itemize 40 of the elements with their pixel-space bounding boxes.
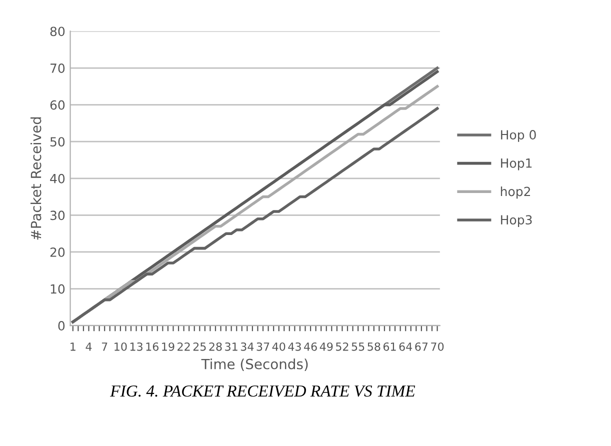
x-tick-label: 64 xyxy=(399,342,412,351)
x-tick-label: 37 xyxy=(256,342,270,351)
x-tick-label: 4 xyxy=(86,342,92,351)
caption: FIG. 4. PACKET RECEIVED RATE VS TIME xyxy=(110,385,416,397)
x-tick-label: 70 xyxy=(431,342,444,351)
x-tick-label: 67 xyxy=(415,342,428,351)
x-tick-label: 16 xyxy=(146,342,158,351)
legend-label: Hop 0 xyxy=(501,130,536,142)
x-tick-label: 58 xyxy=(368,342,380,351)
y-tick-label: 20 xyxy=(50,247,65,257)
y-tick-label: 0 xyxy=(58,321,65,331)
x-tick-label: 43 xyxy=(288,342,301,351)
x-axis-title: Time (Seconds) xyxy=(201,358,308,371)
x-tick-label: 19 xyxy=(162,342,174,351)
x-tick-label: 22 xyxy=(178,342,190,351)
x-tick-label: 28 xyxy=(209,342,222,351)
x-tick-label: 7 xyxy=(102,342,108,351)
legend-label: Hop3 xyxy=(501,215,532,227)
y-axis-title: #Packet Received xyxy=(30,117,42,240)
x-tick-label: 55 xyxy=(352,342,364,351)
legend-label: Hop1 xyxy=(501,158,532,170)
x-tick-label: 52 xyxy=(336,342,348,351)
x-tick-label: 34 xyxy=(240,342,254,351)
y-tick-label: 60 xyxy=(50,100,65,110)
x-tick-label: 61 xyxy=(383,342,396,351)
x-tick-label: 13 xyxy=(130,342,142,351)
y-tick-label: 10 xyxy=(50,284,65,294)
x-tick-label: 31 xyxy=(225,342,238,351)
y-tick-label: 30 xyxy=(50,210,65,220)
y-tick-label: 80 xyxy=(50,26,65,36)
y-tick-label: 40 xyxy=(50,174,65,184)
x-tick-label: 40 xyxy=(272,342,286,351)
x-tick-label: 25 xyxy=(193,342,206,351)
x-tick-label: 46 xyxy=(304,342,317,351)
x-tick-label: 49 xyxy=(320,342,333,351)
legend-label: hop2 xyxy=(500,186,530,199)
y-tick-label: 70 xyxy=(50,63,65,73)
y-tick-label: 50 xyxy=(50,137,65,147)
x-tick-label: 10 xyxy=(114,342,127,351)
x-tick-label: 1 xyxy=(70,342,76,351)
